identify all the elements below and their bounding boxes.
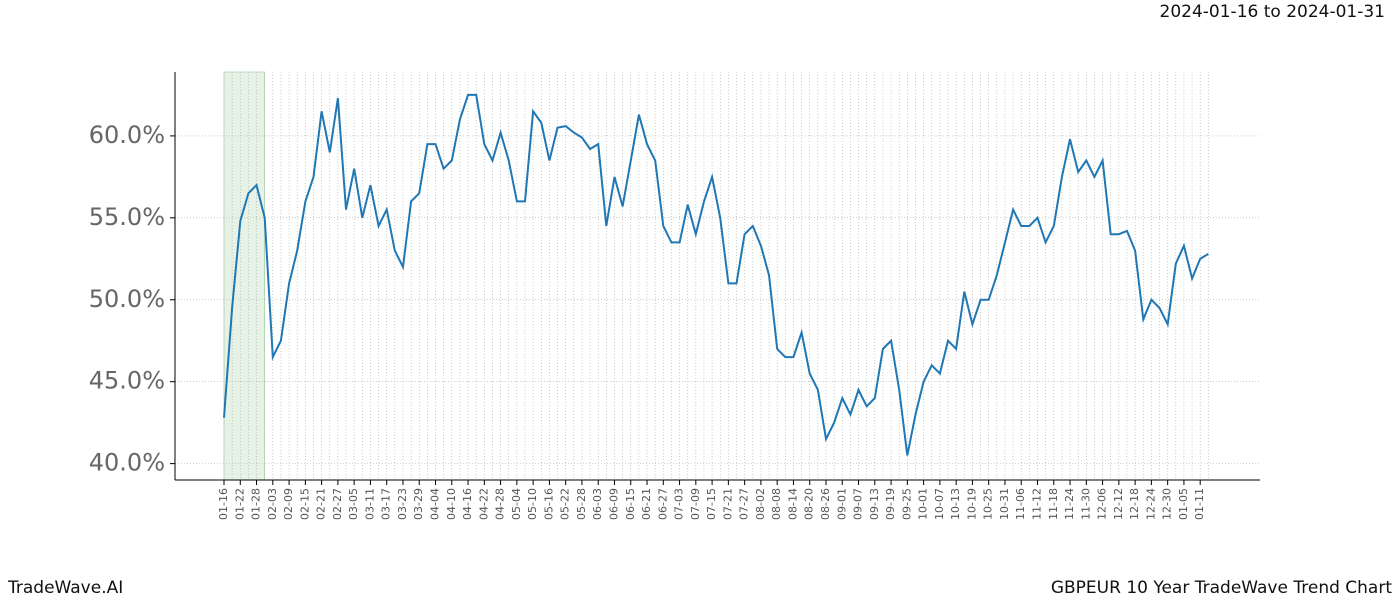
x-tick-label: 12-12 xyxy=(1112,488,1125,520)
x-tick-label: 02-21 xyxy=(315,488,328,520)
x-tick-label: 09-13 xyxy=(868,488,881,520)
x-tick-label: 10-01 xyxy=(917,488,930,520)
x-tick-label: 08-14 xyxy=(786,488,799,520)
x-tick-label: 04-10 xyxy=(445,488,458,520)
x-tick-label: 08-08 xyxy=(770,488,783,520)
x-tick-label: 03-23 xyxy=(396,488,409,520)
x-tick-label: 09-19 xyxy=(884,488,897,520)
y-tick-label: 40.0% xyxy=(89,449,165,477)
x-tick-label: 04-22 xyxy=(477,488,490,520)
x-tick-label: 02-09 xyxy=(282,488,295,520)
x-tick-label: 08-02 xyxy=(754,488,767,520)
x-tick-label: 07-27 xyxy=(738,488,751,520)
y-tick-label: 60.0% xyxy=(89,121,165,149)
x-tick-label: 03-11 xyxy=(363,488,376,520)
x-tick-label: 03-05 xyxy=(347,488,360,520)
x-tick-label: 06-03 xyxy=(591,488,604,520)
x-tick-label: 07-15 xyxy=(705,488,718,520)
x-tick-label: 10-07 xyxy=(933,488,946,520)
x-tick-label: 11-06 xyxy=(1014,488,1027,520)
x-tick-label: 03-29 xyxy=(412,488,425,520)
x-tick-label: 01-11 xyxy=(1193,488,1206,520)
chart-title: 2024-01-16 to 2024-01-31 xyxy=(1160,2,1385,22)
x-tick-label: 01-28 xyxy=(250,488,263,520)
x-tick-label: 07-03 xyxy=(673,488,686,520)
series-line xyxy=(223,93,1209,456)
x-tick-label: 02-03 xyxy=(266,488,279,520)
x-tick-label: 07-09 xyxy=(689,488,702,520)
footer-left: TradeWave.AI xyxy=(7,578,123,598)
x-tick-label: 09-25 xyxy=(900,488,913,520)
y-tick-label: 50.0% xyxy=(89,285,165,313)
x-tick-label: 02-15 xyxy=(298,488,311,520)
x-tick-label: 12-18 xyxy=(1128,488,1141,520)
x-tick-label: 05-22 xyxy=(559,488,572,520)
x-tick-label: 12-24 xyxy=(1144,488,1157,520)
x-tick-label: 10-19 xyxy=(965,488,978,520)
x-tick-label: 10-13 xyxy=(949,488,962,520)
x-tick-label: 04-16 xyxy=(461,488,474,520)
x-tick-label: 10-31 xyxy=(998,488,1011,520)
x-tick-label: 08-26 xyxy=(819,488,832,520)
x-tick-label: 12-06 xyxy=(1096,488,1109,520)
x-tick-label: 05-04 xyxy=(510,488,523,520)
x-tick-label: 06-09 xyxy=(607,488,620,520)
x-tick-label: 06-15 xyxy=(624,488,637,520)
y-tick-label: 45.0% xyxy=(89,367,165,395)
x-tick-label: 09-07 xyxy=(852,488,865,520)
x-tick-label: 03-17 xyxy=(380,488,393,520)
x-tick-label: 05-10 xyxy=(526,488,539,520)
x-tick-label: 11-18 xyxy=(1047,488,1060,520)
x-tick-label: 06-27 xyxy=(656,488,669,520)
x-tick-label: 01-05 xyxy=(1177,488,1190,520)
y-tick-label: 55.0% xyxy=(89,203,165,231)
x-tick-label: 01-16 xyxy=(217,488,230,520)
x-tick-label: 11-24 xyxy=(1063,488,1076,520)
x-tick-label: 02-27 xyxy=(331,488,344,520)
x-tick-label: 11-12 xyxy=(1031,488,1044,520)
x-tick-label: 01-22 xyxy=(233,488,246,520)
x-tick-label: 09-01 xyxy=(835,488,848,520)
footer-right: GBPEUR 10 Year TradeWave Trend Chart xyxy=(1051,578,1393,598)
x-tick-label: 04-28 xyxy=(494,488,507,520)
x-tick-label: 05-28 xyxy=(575,488,588,520)
x-tick-label: 06-21 xyxy=(640,488,653,520)
x-tick-label: 12-30 xyxy=(1161,488,1174,520)
x-tick-label: 11-30 xyxy=(1079,488,1092,520)
x-tick-label: 07-21 xyxy=(721,488,734,520)
x-tick-label: 05-16 xyxy=(542,488,555,520)
highlight-span xyxy=(223,71,265,481)
x-tick-label: 08-20 xyxy=(803,488,816,520)
x-tick-label: 10-25 xyxy=(982,488,995,520)
x-tick-label: 04-04 xyxy=(429,488,442,520)
